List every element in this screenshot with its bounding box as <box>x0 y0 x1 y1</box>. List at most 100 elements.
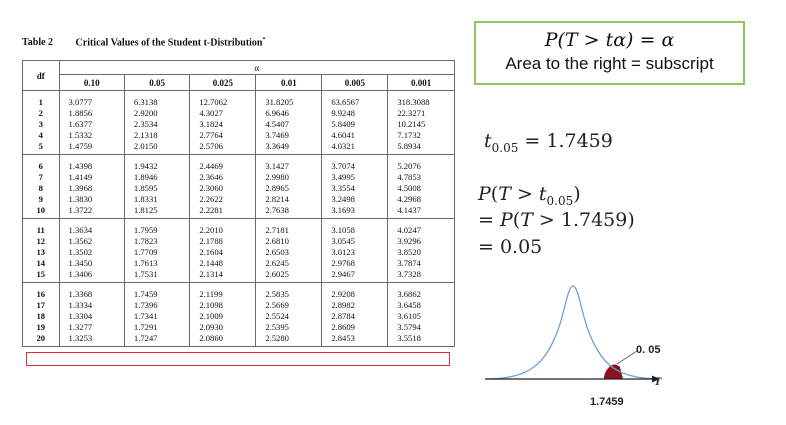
critical-value: 1.3830 <box>68 194 93 204</box>
critical-value: 2.1009 <box>199 311 223 321</box>
table-row-block: 11 12 13 14 15 1.3634 1.3562 1.3502 1.3450 1.3406… <box>22 218 455 283</box>
value-cell: 2.4469 2.3646 2.3060 2.2622 2.2281 <box>189 154 257 219</box>
df-header: df <box>22 60 60 91</box>
value-cell: 1.7959 1.7823 1.7709 1.7613 1.7531 <box>123 218 191 283</box>
critical-value: 2.7764 <box>199 130 223 140</box>
df-value: 11 <box>36 225 45 235</box>
critical-value: 1.7459 <box>133 289 158 299</box>
critical-value: 3.3649 <box>265 141 289 151</box>
critical-value: 2.6245 <box>265 258 289 268</box>
value-cell: 2.9208 2.8982 2.8784 2.8609 2.8453 <box>321 282 389 347</box>
value-cell: 1.3634 1.3562 1.3502 1.3450 1.3406 <box>58 218 125 283</box>
critical-value: 1.3253 <box>68 333 93 343</box>
critical-value: 2.5280 <box>265 333 289 343</box>
alpha-column-header: 0.10 <box>58 74 125 91</box>
critical-value: 22.3271 <box>397 108 426 118</box>
critical-value: 4.5008 <box>397 183 421 193</box>
critical-value: 3.0777 <box>68 97 93 107</box>
critical-value: 2.5669 <box>265 300 289 310</box>
critical-value: 1.8856 <box>68 108 93 118</box>
critical-value: 3.7469 <box>265 130 289 140</box>
value-cell: 5.2076 4.7853 4.5008 4.2968 4.1437 <box>387 154 455 219</box>
alpha-header: α <box>58 60 456 75</box>
tail-pointer <box>616 350 638 365</box>
critical-value: 318.3088 <box>397 97 430 107</box>
value-cell: 12.7062 4.3027 3.1824 2.7764 2.5706 <box>189 90 257 155</box>
probability-line-2: = P(T > 1.7459) <box>478 209 635 231</box>
critical-value: 2.6503 <box>265 247 289 257</box>
critical-value: 2.0150 <box>133 141 158 151</box>
critical-value: 1.7823 <box>133 236 158 246</box>
df-cell: 6 7 8 9 10 <box>22 154 60 219</box>
critical-value: 4.5407 <box>265 119 289 129</box>
critical-value: 3.4995 <box>331 172 355 182</box>
critical-value: 3.5794 <box>397 322 421 332</box>
critical-value: 1.3368 <box>68 289 93 299</box>
critical-value: 1.3562 <box>68 236 93 246</box>
critical-value: 4.7853 <box>397 172 421 182</box>
critical-value: 2.9208 <box>331 289 355 299</box>
critical-value: 1.3968 <box>68 183 93 193</box>
df-cell: 16 17 18 19 20 <box>22 282 60 347</box>
critical-value: 4.6041 <box>331 130 355 140</box>
df-cell: 11 12 13 14 15 <box>22 218 60 283</box>
critical-value: 4.2968 <box>397 194 421 204</box>
critical-value: 2.5395 <box>265 322 289 332</box>
critical-value: 1.3634 <box>68 225 93 235</box>
right-tail-area <box>604 364 623 379</box>
critical-value: 2.1098 <box>199 300 223 310</box>
critical-value: 9.9248 <box>331 108 355 118</box>
df-value: 8 <box>38 183 43 193</box>
df-value: 12 <box>36 236 46 246</box>
critical-value: 5.8934 <box>397 141 421 151</box>
value-cell: 1.3368 1.3334 1.3304 1.3277 1.3253 <box>58 282 125 347</box>
critical-value: 1.9432 <box>133 161 158 171</box>
critical-value: 1.4149 <box>68 172 93 182</box>
critical-value: 1.8125 <box>133 205 158 215</box>
t-critical-label: 1.7459 <box>590 396 624 408</box>
df-value: 10 <box>36 205 46 215</box>
critical-value: 1.3277 <box>68 322 93 332</box>
critical-value: 2.0930 <box>199 322 223 332</box>
critical-value: 2.2010 <box>199 225 223 235</box>
critical-value: 5.2076 <box>397 161 421 171</box>
value-cell: 4.0247 3.9296 3.8520 3.7874 3.7328 <box>387 218 455 283</box>
critical-value: 1.3450 <box>68 258 93 268</box>
alpha-column-header: 0.005 <box>321 74 389 91</box>
critical-value: 2.3060 <box>199 183 223 193</box>
df-value: 1 <box>38 97 43 107</box>
value-cell: 1.9432 1.8946 1.8595 1.8331 1.8125 <box>123 154 191 219</box>
prob-t-value: 1.7459 <box>560 209 628 231</box>
df-value: 7 <box>38 172 43 182</box>
critical-value: 2.0860 <box>199 333 223 343</box>
critical-value: 2.7638 <box>265 205 289 215</box>
critical-value: 1.7709 <box>133 247 158 257</box>
value-cell: 2.2010 2.1788 2.1604 2.1448 2.1314 <box>189 218 257 283</box>
value-cell: 3.1058 3.0545 3.0123 2.9768 2.9467 <box>321 218 389 283</box>
critical-value: 1.6377 <box>68 119 93 129</box>
critical-value: 2.1448 <box>199 258 223 268</box>
critical-value: 63.6567 <box>331 97 360 107</box>
critical-value: 2.1604 <box>199 247 223 257</box>
critical-value: 1.8946 <box>133 172 158 182</box>
critical-value: 2.8965 <box>265 183 289 193</box>
t-distribution-curve <box>484 285 661 383</box>
critical-value: 3.8520 <box>397 247 421 257</box>
prob-t-subscript: 0.05 <box>546 193 574 208</box>
critical-value: 1.3304 <box>68 311 93 321</box>
value-cell: 63.6567 9.9248 5.8409 4.6041 4.0321 <box>321 90 389 155</box>
critical-value: 2.1318 <box>133 130 158 140</box>
value-cell: 1.4398 1.4149 1.3968 1.3830 1.3722 <box>58 154 125 219</box>
critical-value: 1.7341 <box>133 311 158 321</box>
df-value: 16 <box>36 289 46 299</box>
critical-value: 3.7074 <box>331 161 355 171</box>
critical-value: 2.7181 <box>265 225 289 235</box>
critical-value: 2.8609 <box>331 322 355 332</box>
critical-value: 1.7396 <box>133 300 158 310</box>
critical-value: 1.8331 <box>133 194 158 204</box>
critical-value: 3.7328 <box>397 269 421 279</box>
t-distribution-table-panel: Table 2 Critical Values of the Student t… <box>22 30 457 385</box>
value-cell: 2.7181 2.6810 2.6503 2.6245 2.6025 <box>255 218 323 283</box>
df-value: 17 <box>36 300 46 310</box>
